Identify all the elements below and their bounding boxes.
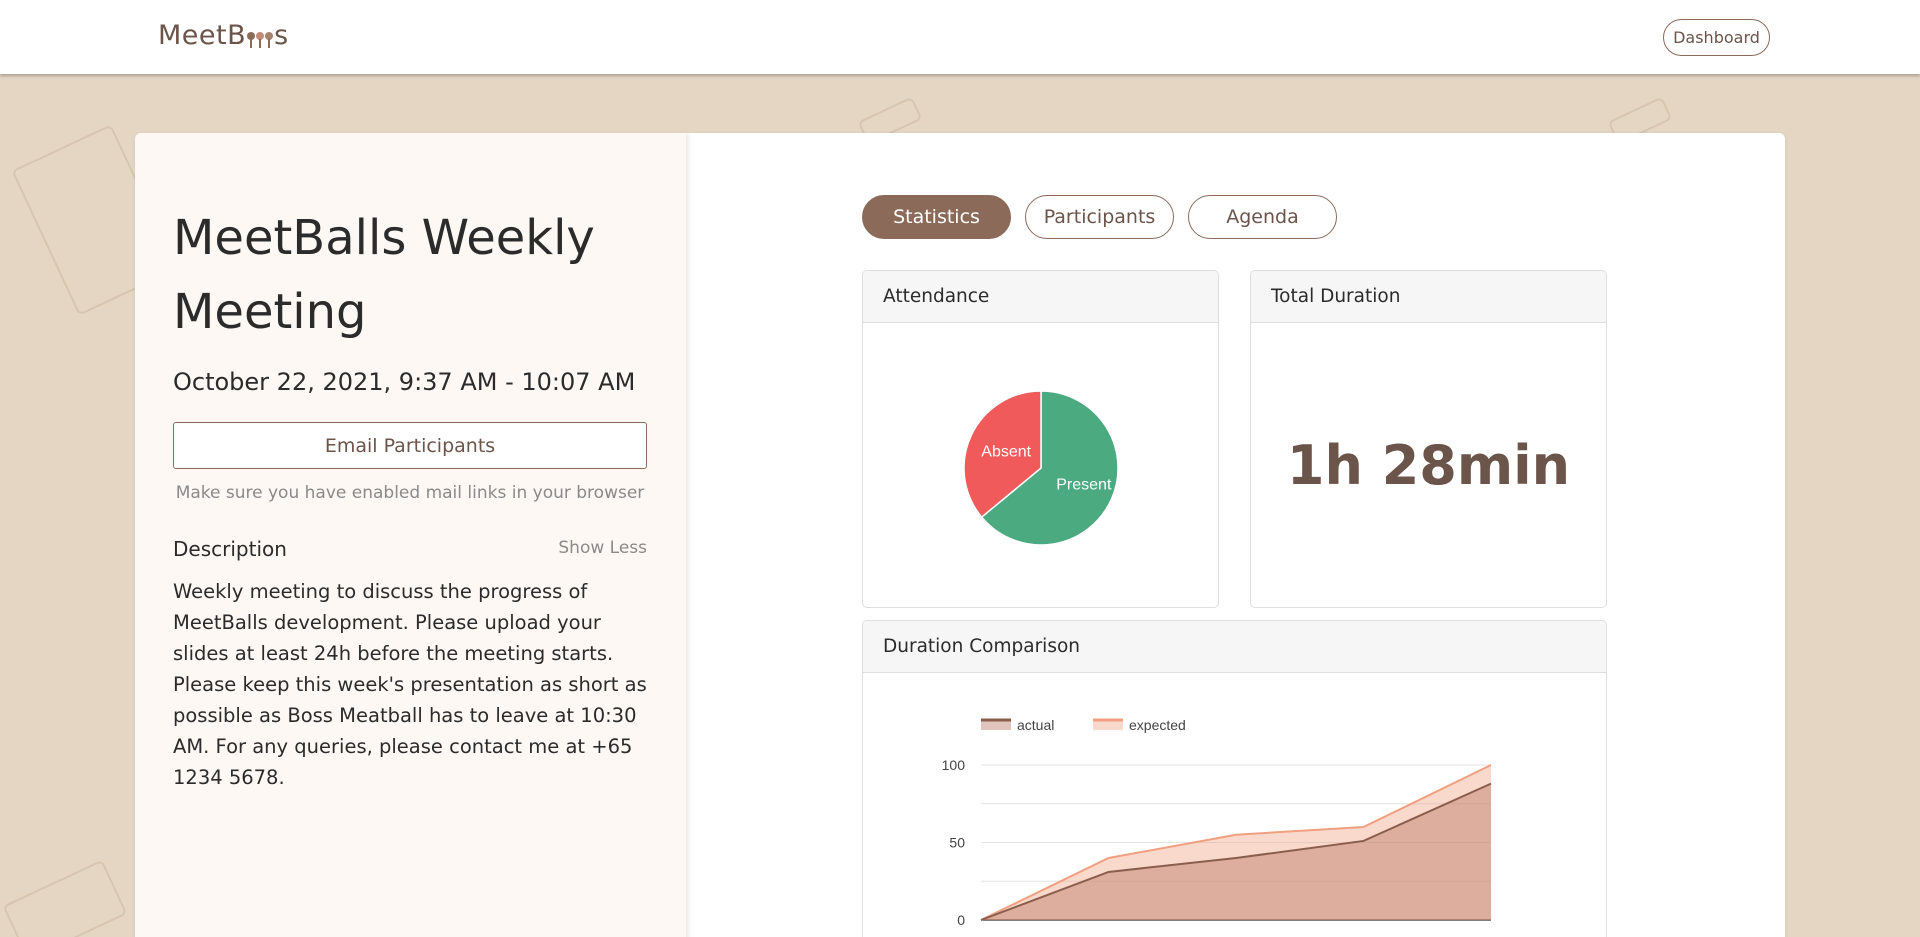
logo-text-prefix: MeetB: [158, 20, 246, 51]
y-tick-label: 100: [942, 757, 966, 773]
meeting-card: MeetBalls Weekly Meeting October 22, 202…: [135, 133, 1785, 937]
duration-comparison-panel: Duration Comparison 0 50 100 actual expected: [862, 620, 1607, 937]
email-hint: Make sure you have enabled mail links in…: [173, 483, 647, 503]
attendance-pie-chart: Present Absent: [863, 323, 1219, 608]
tab-agenda[interactable]: Agenda: [1188, 195, 1337, 239]
meetballs-logo[interactable]: MeetB s: [158, 20, 289, 51]
y-tick-label: 0: [957, 912, 965, 928]
pie-label-present: Present: [1056, 476, 1112, 493]
attendance-header: Attendance: [863, 271, 1218, 323]
legend-label-expected[interactable]: expected: [1129, 717, 1186, 733]
show-less-link[interactable]: Show Less: [532, 538, 647, 558]
legend-label-actual[interactable]: actual: [1017, 717, 1054, 733]
total-duration-value: 1h 28min: [1251, 323, 1606, 608]
logo-text-suffix: s: [274, 20, 289, 51]
meeting-details-panel: MeetBalls Weekly Meeting October 22, 202…: [135, 133, 686, 937]
background-laptop-decoration: [2, 860, 127, 937]
tab-participants[interactable]: Participants: [1025, 195, 1174, 239]
description-text: Weekly meeting to discuss the progress o…: [173, 576, 649, 793]
description-label: Description: [173, 537, 287, 561]
dashboard-button[interactable]: Dashboard: [1663, 19, 1770, 56]
pie-label-absent: Absent: [981, 444, 1031, 461]
navbar: MeetB s Dashboard: [0, 0, 1920, 74]
tab-statistics[interactable]: Statistics: [862, 195, 1011, 239]
total-duration-header: Total Duration: [1251, 271, 1606, 323]
meeting-title: MeetBalls Weekly Meeting: [173, 201, 643, 349]
statistics-tabs: Statistics Participants Agenda: [862, 195, 1337, 239]
y-tick-label: 50: [949, 835, 965, 851]
attendance-panel: Attendance Present Absent: [862, 270, 1219, 608]
duration-comparison-header: Duration Comparison: [863, 621, 1606, 673]
total-duration-panel: Total Duration 1h 28min: [1250, 270, 1607, 608]
duration-comparison-chart: 0 50 100 actual expected: [863, 673, 1607, 937]
logo-meatballs-icon: [247, 32, 273, 40]
email-participants-button[interactable]: Email Participants: [173, 422, 647, 469]
meeting-datetime: October 22, 2021, 9:37 AM - 10:07 AM: [173, 368, 635, 396]
